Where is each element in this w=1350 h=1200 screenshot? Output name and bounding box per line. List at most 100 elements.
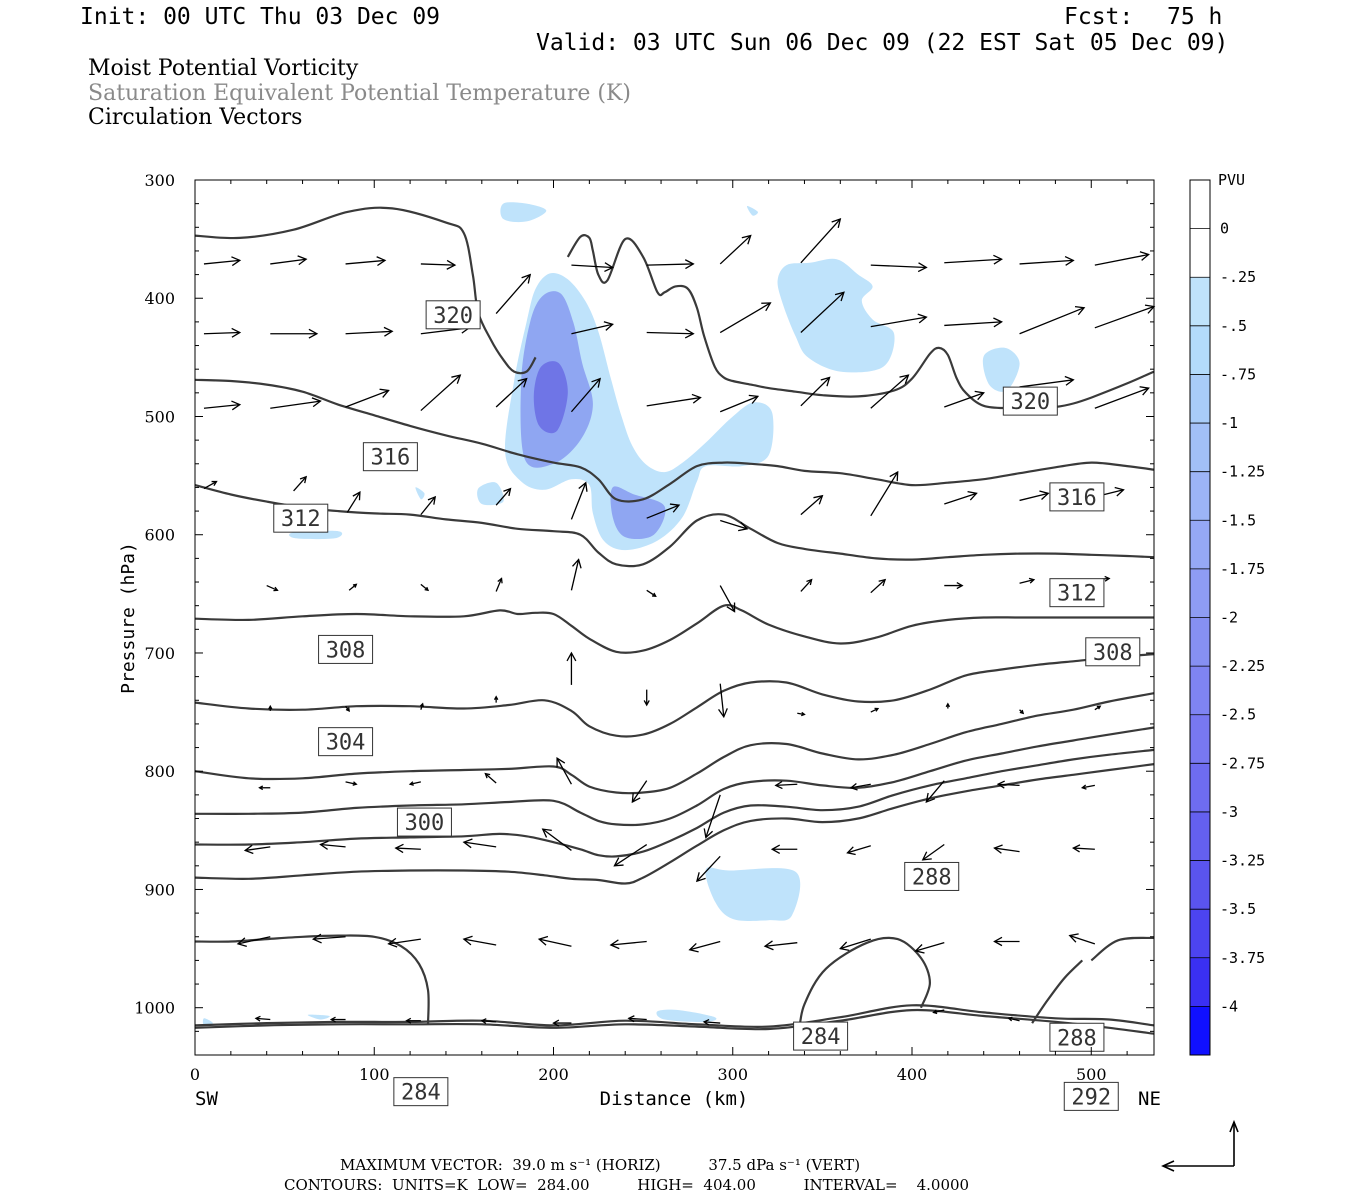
theta-contour bbox=[194, 1004, 1155, 1028]
field-title-theta-es: Saturation Equivalent Potential Temperat… bbox=[88, 81, 631, 106]
contour-label-box bbox=[1063, 1081, 1119, 1111]
circulation-vector bbox=[944, 254, 1003, 265]
circulation-vector bbox=[945, 702, 951, 709]
colorbar-label: 0 bbox=[1220, 220, 1229, 238]
contour-label-box bbox=[393, 1077, 449, 1107]
circulation-vector bbox=[695, 855, 721, 883]
reference-vector-icon bbox=[1161, 1119, 1239, 1172]
circulation-vector bbox=[944, 390, 985, 408]
x-tick-label: 300 bbox=[717, 1065, 748, 1084]
colorbar-label: -2.25 bbox=[1220, 657, 1265, 675]
contour-label-box bbox=[318, 634, 374, 664]
theta-contour bbox=[194, 726, 1155, 827]
x-tick-label: 100 bbox=[359, 1065, 390, 1084]
contour-label-box bbox=[425, 300, 481, 330]
circulation-vector bbox=[944, 317, 1003, 328]
colorbar-swatch bbox=[1190, 423, 1210, 473]
pv-shade-dark bbox=[533, 361, 568, 434]
forecast-label: Fcst: bbox=[1064, 4, 1134, 30]
circulation-vector bbox=[541, 828, 572, 851]
circulation-vector bbox=[870, 707, 880, 713]
circulation-vector bbox=[870, 470, 899, 517]
colorbar-label: -.75 bbox=[1220, 365, 1256, 383]
x-tick-label: 0 bbox=[190, 1065, 200, 1084]
colorbar-swatch bbox=[1190, 811, 1210, 862]
field-title-vectors: Circulation Vectors bbox=[88, 105, 303, 130]
x-tick-label: 500 bbox=[1076, 1065, 1107, 1084]
circulation-vector bbox=[408, 781, 421, 786]
circulation-vector bbox=[345, 388, 390, 408]
circulation-vector bbox=[944, 582, 964, 590]
contour-label-box bbox=[396, 807, 452, 837]
circulation-vector bbox=[345, 705, 350, 712]
colorbar-label: -1.75 bbox=[1220, 560, 1265, 578]
circulation-vector bbox=[646, 328, 695, 339]
circulation-vector bbox=[770, 844, 798, 854]
pv-shade-light bbox=[746, 205, 758, 216]
colorbar-label: -1.5 bbox=[1220, 511, 1256, 529]
colorbar-title: PVU bbox=[1218, 171, 1245, 189]
circulation-vector bbox=[329, 1016, 346, 1023]
circulation-vector bbox=[243, 844, 271, 855]
colorbar-swatch bbox=[1190, 520, 1210, 570]
circulation-vector bbox=[319, 840, 346, 850]
colorbar-swatch bbox=[1190, 617, 1210, 667]
circulation-vector bbox=[419, 702, 424, 710]
circulation-vector bbox=[688, 940, 721, 953]
colorbar-label: -2.75 bbox=[1220, 754, 1265, 772]
init-time: Init: 00 UTC Thu 03 Dec 09 bbox=[80, 4, 441, 30]
circulation-vector bbox=[1068, 933, 1096, 945]
circulation-vector bbox=[420, 374, 462, 412]
contour-label: 288 bbox=[1057, 1026, 1097, 1051]
circulation-vector bbox=[646, 589, 657, 597]
circulation-vector bbox=[495, 487, 512, 506]
contour-label: 288 bbox=[912, 865, 952, 890]
circulation-vector bbox=[870, 313, 928, 328]
theta-contour bbox=[194, 653, 1155, 738]
field-title-mpv: Moist Potential Vorticity bbox=[88, 56, 359, 81]
circulation-vector bbox=[203, 256, 242, 267]
contour-label: 316 bbox=[1057, 486, 1097, 511]
colorbar-label: -3.75 bbox=[1220, 949, 1265, 967]
contour-label-box bbox=[1049, 482, 1105, 512]
circulation-vector bbox=[1019, 375, 1075, 388]
circulation-vector bbox=[1094, 386, 1150, 409]
circulation-vector bbox=[254, 1015, 271, 1022]
colorbar-swatch bbox=[1190, 277, 1210, 327]
colorbar-swatch bbox=[1190, 909, 1210, 959]
circulation-vector bbox=[270, 328, 319, 339]
colorbar-swatch bbox=[1190, 860, 1210, 910]
circulation-vector bbox=[480, 1018, 497, 1024]
circulation-vector bbox=[1019, 709, 1025, 715]
circulation-vector bbox=[719, 302, 772, 334]
circulation-vector bbox=[495, 377, 528, 408]
circulation-vector bbox=[993, 936, 1020, 947]
contour-info: CONTOURS: UNITS=K LOW= 284.00 HIGH= 404.… bbox=[284, 1176, 970, 1194]
circulation-vector bbox=[420, 583, 430, 592]
circulation-vector bbox=[571, 262, 615, 273]
y-tick-label: 800 bbox=[144, 762, 175, 781]
contour-label: 320 bbox=[433, 304, 473, 329]
circulation-vector bbox=[839, 938, 871, 952]
contour-label: 284 bbox=[401, 1081, 441, 1106]
contour-label: 308 bbox=[326, 638, 366, 663]
theta-contour bbox=[194, 692, 1155, 795]
colorbar-label: -3.25 bbox=[1220, 852, 1265, 870]
circulation-vector bbox=[293, 475, 308, 492]
pv-shade-light bbox=[777, 258, 895, 373]
y-tick-label: 500 bbox=[144, 407, 175, 426]
colorbar-label: -.25 bbox=[1220, 268, 1256, 286]
circulation-vector bbox=[800, 291, 845, 334]
contour-label: 304 bbox=[326, 731, 366, 756]
colorbar-label: -.5 bbox=[1220, 317, 1247, 335]
circulation-vector bbox=[462, 838, 497, 849]
colorbar-swatch bbox=[1190, 471, 1210, 521]
colorbar-label: -3.5 bbox=[1220, 900, 1256, 918]
theta-contour-layer bbox=[194, 206, 1155, 1035]
circulation-vector bbox=[258, 785, 271, 791]
colorbar-label: -1.25 bbox=[1220, 463, 1265, 481]
colorbar-swatch bbox=[1190, 228, 1210, 278]
colorbar-label: -3 bbox=[1220, 803, 1238, 821]
pv-shade-light bbox=[289, 530, 343, 540]
circulation-vector bbox=[800, 578, 813, 592]
